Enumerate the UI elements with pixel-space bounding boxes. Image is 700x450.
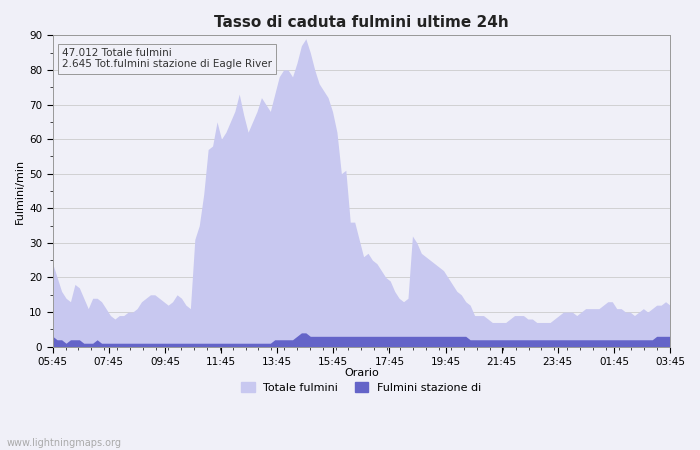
Text: www.lightningmaps.org: www.lightningmaps.org (7, 438, 122, 448)
Text: 47.012 Totale fulmini
2.645 Tot.fulmini stazione di Eagle River: 47.012 Totale fulmini 2.645 Tot.fulmini … (62, 48, 272, 69)
Legend: Totale fulmini, Fulmini stazione di: Totale fulmini, Fulmini stazione di (237, 378, 486, 397)
Title: Tasso di caduta fulmini ultime 24h: Tasso di caduta fulmini ultime 24h (214, 15, 509, 30)
Y-axis label: Fulmini/min: Fulmini/min (15, 158, 25, 224)
X-axis label: Orario: Orario (344, 369, 379, 378)
